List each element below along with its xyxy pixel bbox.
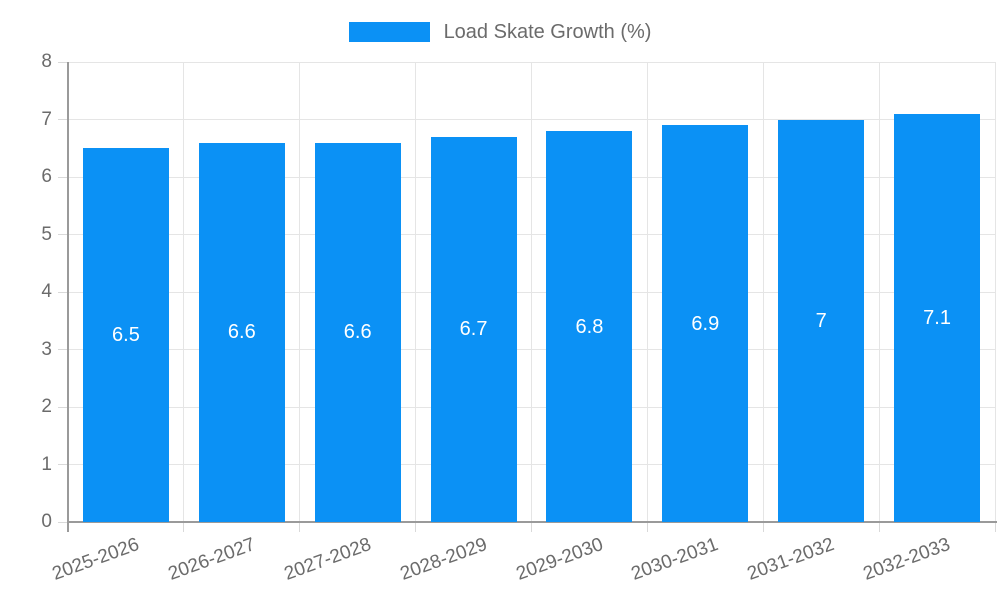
y-axis-tick-label: 2 <box>41 396 52 417</box>
gridline-vertical <box>762 62 764 522</box>
y-axis-tick <box>58 464 68 465</box>
bar <box>662 125 749 522</box>
x-axis-tick-label: 2026-2027 <box>165 534 258 585</box>
bar <box>430 136 517 522</box>
x-axis-tick <box>994 522 996 532</box>
gridline-vertical <box>994 62 996 522</box>
gridline-vertical <box>878 62 880 522</box>
gridline-vertical <box>299 62 301 522</box>
y-axis-tick <box>58 406 68 408</box>
y-axis-tick-label: 3 <box>41 338 52 360</box>
x-axis-tick-label: 2031-2032 <box>744 534 838 585</box>
chart-legend: Load Skate Growth (%) <box>0 20 1000 44</box>
bar <box>546 131 633 522</box>
x-axis-tick-label: 2027-2028 <box>281 534 374 585</box>
x-axis-tick <box>531 522 532 532</box>
x-axis-line <box>67 521 997 523</box>
gridline-vertical <box>183 62 185 522</box>
y-axis-tick-label: 0 <box>41 511 52 532</box>
bar-value-label: 7 <box>815 309 827 332</box>
y-axis-tick <box>58 119 68 120</box>
y-axis-tick <box>58 521 68 523</box>
bar <box>198 142 285 522</box>
y-axis-line <box>67 62 69 532</box>
legend-swatch <box>348 22 430 42</box>
y-axis-tick <box>58 61 68 63</box>
bar-value-label: 6.6 <box>343 321 372 344</box>
y-axis-tick <box>58 349 68 350</box>
x-axis-tick <box>183 522 185 532</box>
y-axis-tick-label: 6 <box>41 166 52 187</box>
x-axis-tick <box>646 522 648 532</box>
y-axis-tick <box>58 291 68 293</box>
y-axis-tick-label: 5 <box>41 223 52 245</box>
x-axis-tick-label: 2030-2031 <box>628 534 722 585</box>
x-axis-tick-label: 2032-2033 <box>860 534 954 585</box>
gridline-vertical <box>531 62 532 522</box>
legend-item[interactable]: Load Skate Growth (%) <box>348 20 652 44</box>
y-axis-tick-label: 8 <box>41 51 52 72</box>
x-axis-tick <box>878 522 880 532</box>
bar-value-label: 6.8 <box>575 315 604 338</box>
bar-value-label: 6.5 <box>112 324 140 347</box>
y-axis-tick <box>58 234 68 235</box>
bar <box>82 148 169 522</box>
bar-value-label: 6.7 <box>459 318 488 341</box>
legend-label: Load Skate Growth (%) <box>443 20 652 43</box>
bar <box>894 113 981 522</box>
y-axis-tick-label: 1 <box>41 453 52 475</box>
x-axis-tick-label: 2028-2029 <box>397 534 490 585</box>
bar-value-label: 7.1 <box>923 306 951 329</box>
y-axis-tick <box>58 176 68 178</box>
x-axis-tick <box>762 522 764 532</box>
y-axis-tick-label: 4 <box>41 281 52 302</box>
x-axis-tick-label: 2029-2030 <box>513 534 606 585</box>
x-axis-tick-label: 2025-2026 <box>49 534 143 585</box>
y-axis-tick-label: 7 <box>41 108 52 130</box>
bar-value-label: 6.6 <box>227 321 256 344</box>
x-axis-tick <box>415 522 417 532</box>
gridline-vertical <box>646 62 648 522</box>
x-axis-tick <box>299 522 301 532</box>
bar <box>314 142 401 522</box>
bar <box>778 119 865 522</box>
bar-value-label: 6.9 <box>691 312 720 335</box>
gridline-vertical <box>415 62 417 522</box>
